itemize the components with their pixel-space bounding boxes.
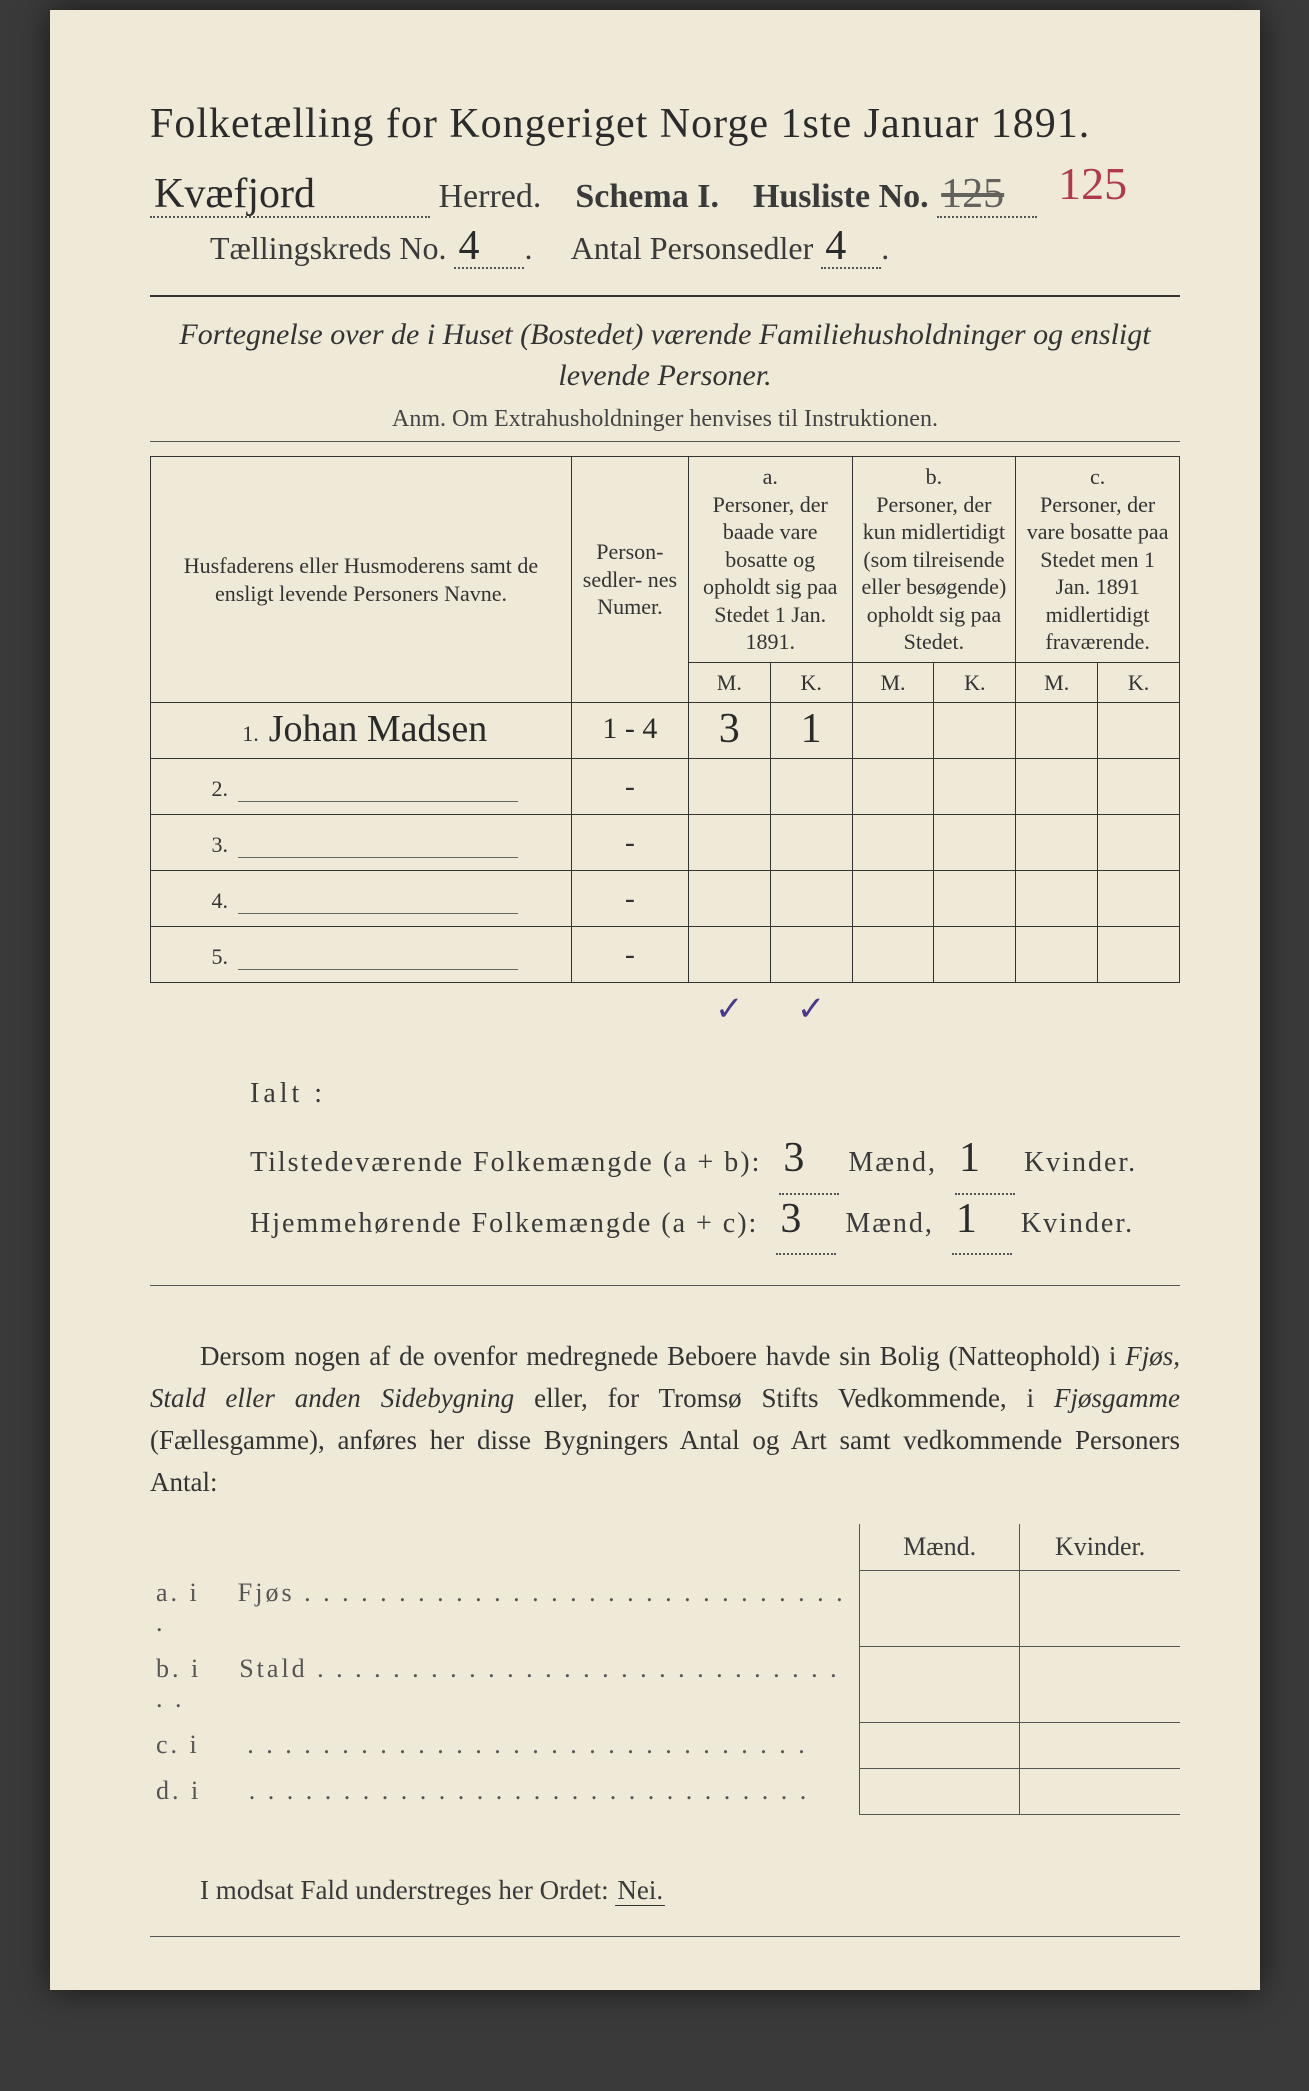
ialt-title: Ialt : — [250, 1065, 1180, 1124]
antal-value: 4 — [825, 230, 846, 264]
herred-line: Kvæfjord Herred. Schema I. Husliste No. … — [150, 178, 1180, 218]
bygn-row: b. i Stald . . . . . . . . . . . . . . .… — [150, 1646, 1180, 1722]
group-b-text: Personer, der kun midlertidigt (som tilr… — [861, 491, 1008, 656]
husliste-label: Husliste No. — [753, 178, 929, 215]
b-k-header: K. — [934, 662, 1016, 703]
husliste-struck: 125 — [941, 178, 1004, 212]
bygn-kvinder-header: Kvinder. — [1020, 1524, 1180, 1571]
group-c-header: c. Personer, der vare bosatte paa Stedet… — [1016, 457, 1180, 663]
main-table: Husfaderens eller Husmoderens samt de en… — [150, 456, 1180, 1035]
bygn-paragraph: Dersom nogen af de ovenfor medregnede Be… — [150, 1336, 1180, 1503]
herred-value: Kvæfjord — [154, 178, 315, 212]
group-a-label: a. — [697, 463, 844, 491]
c-m-header: M. — [1016, 662, 1098, 703]
herred-label: Herred. — [439, 178, 542, 215]
maend-label: Mænd, — [848, 1147, 937, 1178]
schema-label: Schema I. — [575, 178, 719, 215]
bygn-row: a. i Fjøs . . . . . . . . . . . . . . . … — [150, 1570, 1180, 1646]
group-a-header: a. Personer, der baade vare bosatte og o… — [688, 457, 852, 663]
ialt-line1-label: Tilstedeværende Folkemængde (a + b): — [250, 1147, 761, 1178]
kvinder-label-2: Kvinder. — [1021, 1208, 1134, 1239]
rule — [150, 295, 1180, 297]
table-row: 4.- — [151, 871, 1180, 927]
bygn-row: c. i . . . . . . . . . . . . . . . . . .… — [150, 1722, 1180, 1768]
vend-label: Vend! — [150, 2057, 1180, 2091]
maend-label-2: Mænd, — [845, 1208, 934, 1239]
anm-note: Anm. Om Extrahusholdninger henvises til … — [150, 406, 1180, 433]
nei-word: Nei. — [615, 1875, 665, 1906]
ialt-line2-label: Hjemmehørende Folkemængde (a + c): — [250, 1208, 758, 1239]
census-form-page: Folketælling for Kongeriget Norge 1ste J… — [50, 10, 1260, 1990]
kreds-label: Tællingskreds No. — [210, 230, 446, 266]
col-numer-header: Person- sedler- nes Numer. — [571, 457, 688, 703]
ialt-line1-m: 3 — [783, 1142, 806, 1176]
tick-row: ✓✓ — [151, 983, 1180, 1036]
nei-line: I modsat Fald understreges her Ordet: Ne… — [150, 1875, 1180, 1906]
b-m-header: M. — [852, 662, 934, 703]
ialt-line2-m: 3 — [780, 1203, 803, 1237]
table-row: 3.- — [151, 815, 1180, 871]
table-row: 1.Johan Madsen1 - 431 — [151, 703, 1180, 759]
rule-thin-2 — [150, 1285, 1180, 1286]
c-k-header: K. — [1098, 662, 1180, 703]
a-k-header: K. — [770, 662, 852, 703]
kreds-value: 4 — [458, 230, 479, 264]
bygn-table: Mænd. Kvinder. a. i Fjøs . . . . . . . .… — [150, 1524, 1180, 1815]
kvinder-label: Kvinder. — [1024, 1147, 1137, 1178]
group-b-label: b. — [861, 463, 1008, 491]
rule-thin — [150, 441, 1180, 442]
col-name-header: Husfaderens eller Husmoderens samt de en… — [151, 457, 572, 703]
group-a-text: Personer, der baade vare bosatte og opho… — [697, 491, 844, 656]
ialt-line2-k: 1 — [956, 1203, 979, 1237]
kreds-line: Tællingskreds No. 4. Antal Personsedler … — [150, 230, 1180, 269]
subtitle: Fortegnelse over de i Huset (Bostedet) v… — [150, 315, 1180, 396]
nei-pre: I modsat Fald understreges her Ordet: — [200, 1875, 609, 1905]
ialt-line1: Tilstedeværende Folkemængde (a + b): 3 M… — [250, 1134, 1180, 1195]
group-c-label: c. — [1024, 463, 1171, 491]
ialt-line2: Hjemmehørende Folkemængde (a + c): 3 Mæn… — [250, 1195, 1180, 1256]
page-title: Folketælling for Kongeriget Norge 1ste J… — [150, 100, 1180, 148]
group-b-header: b. Personer, der kun midlertidigt (som t… — [852, 457, 1016, 663]
bygn-maend-header: Mænd. — [860, 1524, 1020, 1571]
group-c-text: Personer, der vare bosatte paa Stedet me… — [1024, 491, 1171, 656]
husliste-red: 125 — [1058, 166, 1127, 203]
antal-label: Antal Personsedler — [571, 230, 814, 266]
ialt-block: Ialt : Tilstedeværende Folkemængde (a + … — [250, 1065, 1180, 1255]
rule-thin-3 — [150, 1936, 1180, 1937]
a-m-header: M. — [688, 662, 770, 703]
bygn-row: d. i . . . . . . . . . . . . . . . . . .… — [150, 1768, 1180, 1814]
ialt-line1-k: 1 — [959, 1142, 982, 1176]
table-row: 2.- — [151, 759, 1180, 815]
table-row: 5.- — [151, 927, 1180, 983]
